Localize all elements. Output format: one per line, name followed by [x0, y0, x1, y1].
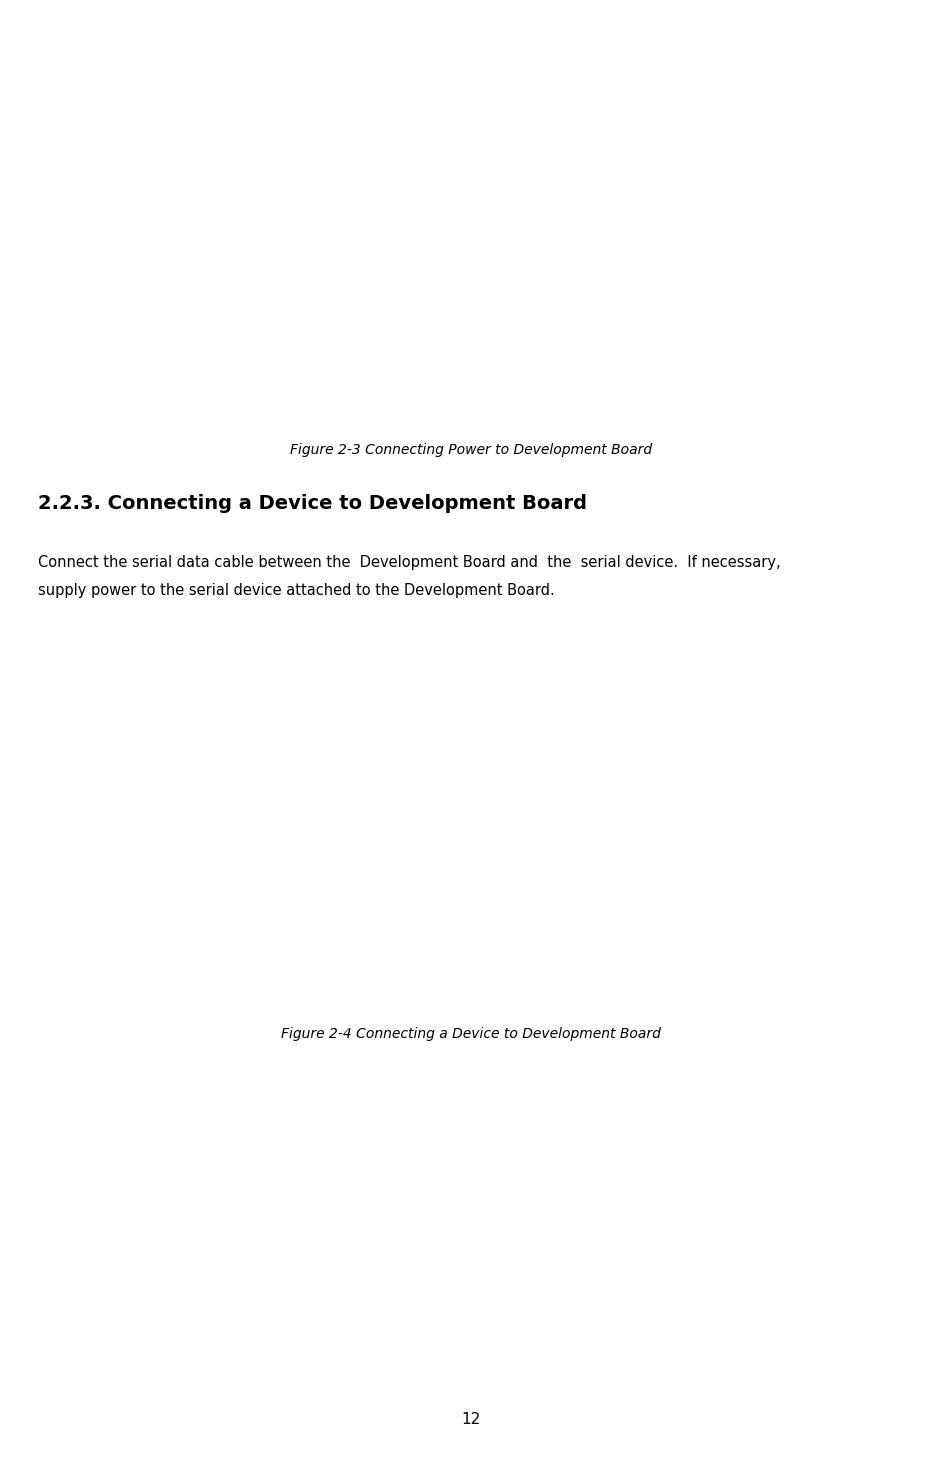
Text: 12: 12: [462, 1412, 480, 1428]
Text: Figure 2-3 Connecting Power to Development Board: Figure 2-3 Connecting Power to Developme…: [290, 442, 652, 457]
Text: Connect the serial data cable between the  Development Board and  the  serial de: Connect the serial data cable between th…: [38, 555, 780, 569]
Text: supply power to the serial device attached to the Development Board.: supply power to the serial device attach…: [38, 583, 555, 599]
Text: 2.2.3. Connecting a Device to Development Board: 2.2.3. Connecting a Device to Developmen…: [38, 493, 587, 512]
Text: Figure 2-4 Connecting a Device to Development Board: Figure 2-4 Connecting a Device to Develo…: [281, 1026, 661, 1041]
